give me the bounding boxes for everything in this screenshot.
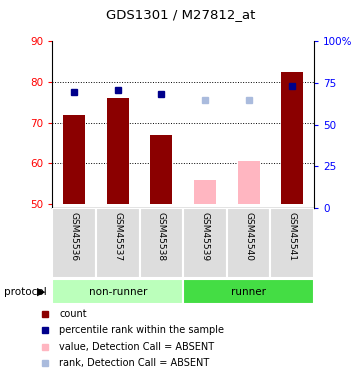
Bar bbox=[52, 279, 183, 304]
Text: runner: runner bbox=[231, 286, 266, 297]
Text: GSM45537: GSM45537 bbox=[113, 211, 122, 261]
Bar bbox=[227, 208, 270, 278]
Bar bbox=[238, 161, 260, 204]
Bar bbox=[63, 114, 85, 204]
Bar bbox=[140, 208, 183, 278]
Bar bbox=[270, 208, 314, 278]
Text: GSM45541: GSM45541 bbox=[288, 211, 297, 261]
Bar bbox=[151, 135, 172, 204]
Bar bbox=[194, 180, 216, 204]
Bar bbox=[107, 98, 129, 204]
Bar bbox=[96, 208, 140, 278]
Text: GSM45539: GSM45539 bbox=[200, 211, 209, 261]
Text: value, Detection Call = ABSENT: value, Detection Call = ABSENT bbox=[60, 342, 214, 352]
Text: protocol: protocol bbox=[4, 286, 46, 297]
Text: GSM45538: GSM45538 bbox=[157, 211, 166, 261]
Bar bbox=[183, 208, 227, 278]
Text: percentile rank within the sample: percentile rank within the sample bbox=[60, 325, 225, 335]
Bar bbox=[281, 72, 303, 204]
Text: ▶: ▶ bbox=[37, 286, 46, 297]
Text: non-runner: non-runner bbox=[88, 286, 147, 297]
Text: count: count bbox=[60, 309, 87, 319]
Text: rank, Detection Call = ABSENT: rank, Detection Call = ABSENT bbox=[60, 358, 210, 368]
Bar bbox=[183, 279, 314, 304]
Text: GDS1301 / M27812_at: GDS1301 / M27812_at bbox=[106, 8, 255, 21]
Text: GSM45536: GSM45536 bbox=[70, 211, 79, 261]
Bar bbox=[52, 208, 96, 278]
Text: GSM45540: GSM45540 bbox=[244, 211, 253, 261]
